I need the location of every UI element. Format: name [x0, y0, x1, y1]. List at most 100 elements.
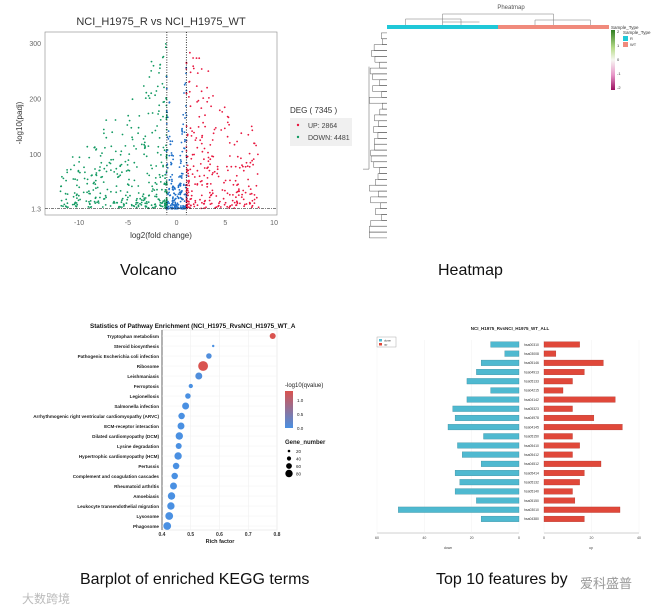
volcano-point-down [142, 85, 145, 87]
volcano-point-down [155, 195, 158, 198]
volcano-point-down [162, 115, 164, 118]
volcano-point-down [124, 194, 127, 197]
volcano-point-down [90, 206, 93, 208]
volcano-point-down [164, 43, 167, 45]
volcano-point-up [188, 90, 191, 93]
volcano-point-down [99, 155, 102, 157]
heatmap-scale-tick: 0 [617, 57, 620, 62]
volcano-legend-label: UP: 2864 [308, 123, 337, 130]
top10-legend-box [376, 336, 397, 348]
volcano-point-up [186, 164, 189, 167]
volcano-point-ns [183, 165, 185, 168]
top10-bar-up [543, 369, 585, 375]
volcano-point-ns [172, 185, 175, 188]
volcano-point-ns [184, 117, 186, 119]
volcano-point-up [242, 198, 245, 201]
top10-down-tick: 60 [375, 536, 379, 540]
volcano-point-ns [180, 190, 183, 193]
volcano-point-down [86, 178, 89, 181]
volcano-point-up [247, 185, 250, 188]
volcano-point-ns [181, 130, 184, 133]
kegg-color-tick: 1.0 [297, 398, 304, 403]
volcano-point-down [158, 173, 161, 176]
volcano-point-up [232, 183, 235, 186]
top10-category-label: hsa04380 [524, 517, 539, 521]
volcano-point-down [147, 94, 150, 97]
top10-bar-down [459, 479, 520, 486]
volcano-point-down [61, 175, 63, 178]
volcano-point-up [245, 161, 248, 164]
volcano-point-down [164, 201, 166, 203]
top10-bar-up [543, 488, 573, 495]
volcano-point-up [223, 106, 226, 109]
volcano-point-down [144, 205, 147, 208]
top10-category-label: hsa04913 [524, 370, 539, 374]
volcano-point-down [130, 126, 133, 129]
kegg-dot [175, 442, 182, 450]
volcano-point-up [243, 205, 246, 208]
volcano-point-down [133, 179, 136, 182]
volcano-point-down [151, 131, 154, 134]
volcano-point-up [202, 202, 205, 205]
volcano-point-down [165, 192, 168, 195]
kegg-term-label: Rheumatoid arthritis [114, 484, 159, 489]
volcano-point-up [223, 203, 226, 206]
kegg-x-tick: 0.4 [159, 532, 166, 538]
volcano-point-down [122, 203, 125, 205]
top10-bar-down [462, 451, 520, 458]
heatmap-sample-bar [572, 25, 609, 29]
volcano-point-up [218, 109, 221, 112]
volcano-point-ns [166, 116, 169, 119]
volcano-point-down [125, 202, 128, 205]
volcano-point-up [245, 203, 248, 205]
volcano-point-down [161, 56, 164, 59]
volcano-point-down [165, 200, 168, 203]
volcano-point-down [154, 94, 157, 97]
volcano-point-up [251, 199, 254, 202]
volcano-point-down [121, 197, 124, 200]
volcano-point-ns [177, 196, 180, 199]
volcano-point-up [244, 191, 247, 194]
volcano-point-down [95, 187, 97, 190]
volcano-point-down [102, 128, 105, 131]
volcano-legend-box [290, 118, 352, 146]
volcano-point-up [194, 183, 197, 186]
top10-bar-down [490, 387, 520, 394]
top10-category-label: hsa05150 [524, 499, 539, 503]
volcano-point-down [140, 201, 143, 204]
volcano-point-down [153, 203, 156, 206]
kegg-dot [165, 512, 174, 520]
volcano-point-up [221, 189, 224, 191]
volcano-point-up [240, 132, 243, 135]
top10-bar-down [476, 369, 520, 375]
volcano-point-up [203, 147, 206, 150]
volcano-point-up [211, 192, 214, 195]
kegg-size-swatch [286, 463, 292, 469]
top10-bar-up [543, 424, 623, 431]
volcano-point-up [194, 199, 197, 202]
volcano-point-up [212, 95, 214, 97]
volcano-point-down [93, 200, 96, 203]
volcano-point-ns [172, 189, 175, 191]
volcano-point-down [66, 193, 69, 196]
volcano-point-down [156, 125, 159, 127]
volcano-point-down [154, 129, 157, 132]
volcano-point-ns [178, 189, 181, 191]
volcano-point-down [112, 158, 115, 161]
kegg-term-label: Arrhythmogenic right ventricular cardiom… [33, 414, 159, 419]
volcano-point-down [60, 199, 63, 202]
volcano-point-up [236, 155, 239, 158]
volcano-point-ns [176, 195, 179, 198]
volcano-point-down [118, 175, 120, 178]
volcano-point-down [74, 178, 76, 181]
top10-bar-up [543, 378, 573, 385]
volcano-point-up [218, 202, 220, 205]
kegg-dot [178, 412, 185, 420]
volcano-point-up [186, 180, 189, 182]
volcano-point-down [116, 173, 119, 175]
volcano-point-down [106, 188, 109, 191]
kegg-dot [170, 482, 177, 490]
volcano-point-down [135, 199, 138, 202]
volcano-point-down [142, 138, 145, 140]
volcano-point-ns [180, 160, 183, 163]
